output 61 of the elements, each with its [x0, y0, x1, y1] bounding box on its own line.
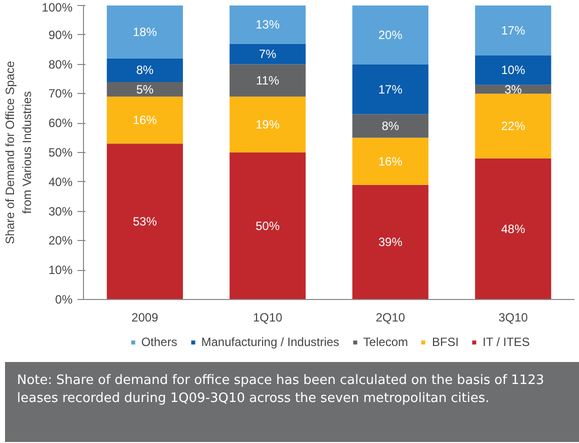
- data-label: 18%: [132, 24, 158, 39]
- bar: [230, 44, 306, 64]
- text: Note: Share of demand for office space has been calculated on the basis of 1123 leases recorded during 1Q09-3Q10 across the seven metropolitan cities.: [17, 372, 546, 408]
- x-tick-label: 1Q10: [252, 310, 283, 324]
- data-label: 20%: [378, 28, 403, 42]
- bar: [352, 138, 428, 185]
- y-tick-label: 20%: [48, 234, 73, 248]
- data-label: 8%: [382, 119, 400, 134]
- bar: [475, 6, 552, 56]
- data-label: 17%: [501, 23, 526, 38]
- data-label: 48%: [501, 222, 526, 236]
- data-label: 16%: [378, 154, 403, 168]
- bar: [352, 6, 428, 64]
- y-tick-label: 30%: [48, 204, 73, 218]
- x-tick-label: 3Q10: [498, 310, 528, 324]
- x-tick-label: 2Q10: [376, 310, 406, 324]
- y-tick-label: 90%: [48, 28, 73, 42]
- bar: [106, 82, 183, 97]
- data-label: 3%: [504, 82, 522, 96]
- data-label: 16%: [132, 113, 158, 128]
- y-tick-label: 100%: [42, 0, 73, 14]
- y-tick-label: 10%: [48, 263, 73, 278]
- data-label: 53%: [132, 214, 158, 229]
- bar: [475, 158, 552, 300]
- data-label: 11%: [256, 73, 280, 88]
- data-label: 7%: [258, 47, 277, 62]
- y-tick-label: 40%: [48, 174, 73, 189]
- legend-label: Telecom: [363, 335, 408, 349]
- data-label: 5%: [136, 82, 154, 96]
- data-label: 17%: [378, 82, 403, 96]
- y-axis-title: Share of Demand for Office Space from Various Industries: [3, 60, 34, 244]
- y-tick-label: 0%: [55, 292, 73, 306]
- legend-label: IT / ITES: [482, 335, 530, 349]
- legend-label: Others: [141, 335, 178, 349]
- bar: [230, 6, 306, 44]
- bar: [230, 64, 306, 97]
- bar: [352, 64, 428, 114]
- bar: [352, 184, 428, 300]
- data-label: 10%: [501, 63, 526, 78]
- bar: [230, 96, 306, 152]
- bar: [106, 144, 183, 300]
- data-label: 8%: [136, 63, 154, 78]
- data-label: 22%: [501, 119, 526, 134]
- y-tick-label: 80%: [48, 57, 73, 72]
- legend-label: Manufacturing / Industries: [201, 335, 340, 349]
- bar: [106, 6, 183, 58]
- y-tick-label: 70%: [48, 86, 73, 101]
- bar: [475, 55, 552, 85]
- data-label: 39%: [378, 235, 403, 250]
- bar: [106, 96, 183, 144]
- y-tick-label: 60%: [48, 116, 73, 130]
- bar: [106, 58, 183, 82]
- bar: [352, 114, 428, 138]
- y-tick-label: 50%: [48, 146, 73, 160]
- data-label: 13%: [256, 18, 280, 32]
- data-label: 50%: [256, 219, 280, 233]
- x-tick-label: 2009: [132, 310, 159, 324]
- data-label: 19%: [256, 118, 280, 132]
- legend-label: BFSI: [432, 335, 459, 349]
- bar: [475, 94, 552, 158]
- bar: [230, 152, 306, 300]
